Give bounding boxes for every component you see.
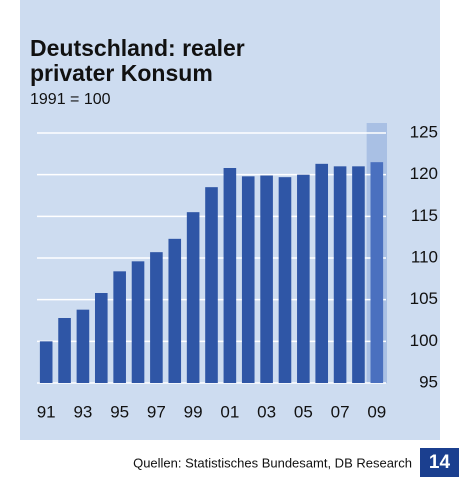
bar [76,309,90,383]
x-tick-label: 97 [147,402,166,421]
bar [315,163,329,383]
bar [168,238,182,383]
bar [260,175,273,383]
bar [223,168,237,383]
chart-subtitle: 1991 = 100 [30,91,111,108]
bar [58,318,71,383]
x-tick-label: 93 [73,402,92,421]
x-tick-label: 05 [294,402,313,421]
x-tick-label: 07 [331,402,350,421]
bar [352,166,365,383]
x-tick-label: 09 [367,402,386,421]
chart-title-line-1: Deutschland: realer [30,35,245,61]
y-tick-label: 95 [419,372,438,391]
page-number: 14 [429,452,451,473]
bar [39,341,53,383]
x-tick-label: 03 [257,402,276,421]
x-tick-label: 95 [110,402,129,421]
x-tick-label: 01 [220,402,239,421]
x-tick-label: 99 [184,402,203,421]
bar [131,261,145,383]
bar [205,187,218,383]
x-tick-label: 91 [37,402,56,421]
bar [150,252,163,383]
y-tick-label: 115 [411,206,438,225]
bar [241,176,255,383]
y-tick-label: 125 [410,122,438,141]
source-note: Quellen: Statistisches Bundesamt, DB Res… [133,455,412,470]
bar [94,293,108,383]
bar [113,271,126,383]
y-tick-label: 110 [411,247,438,266]
y-tick-label: 105 [410,289,438,308]
bar [186,212,200,383]
bar [278,177,292,383]
page-number-box [420,448,459,477]
bar [333,166,347,383]
bar [370,162,384,383]
bar [297,174,310,383]
chart-title-line-2: privater Konsum [30,60,213,86]
y-tick-label: 100 [410,331,438,350]
y-tick-label: 120 [410,164,438,183]
